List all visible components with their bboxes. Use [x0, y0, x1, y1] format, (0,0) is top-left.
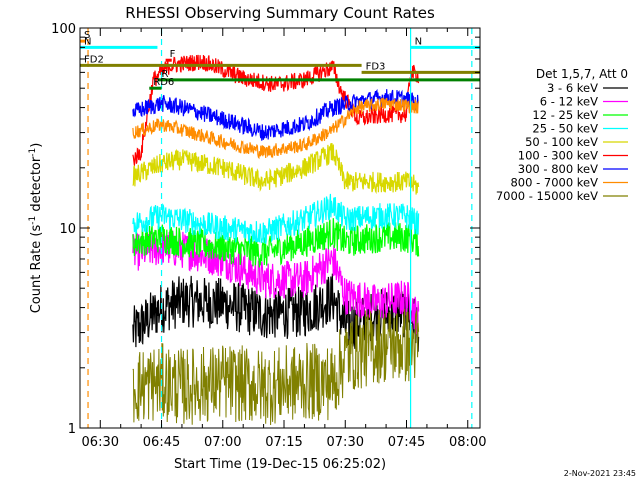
- legend-label: 50 - 100 keV: [525, 135, 598, 149]
- footer-date: 2-Nov-2021 23:45: [564, 469, 636, 478]
- flag-label-7: RD6: [153, 77, 174, 88]
- legend-label: 12 - 25 keV: [532, 108, 598, 122]
- x-tick-label: 07:45: [388, 435, 425, 450]
- flag-label-2: N: [415, 36, 422, 47]
- series-line-7: [132, 97, 420, 160]
- axes-layer: 1 10 100 06:30 06:45 07:00 07:15 07:30 07:45 08:0…: [51, 22, 486, 450]
- x-tick-label: 08:00: [449, 435, 486, 450]
- y-axis-label-part: detector: [29, 156, 44, 216]
- y-axis-label-part: ): [29, 143, 44, 148]
- legend-label: 100 - 300 keV: [518, 149, 598, 163]
- legend-title: Det 1,5,7, Att 0: [536, 67, 628, 81]
- flag-label-4: FD2: [84, 54, 104, 65]
- legend-label: 7000 - 15000 keV: [496, 189, 598, 203]
- legend-label: 6 - 12 keV: [540, 95, 598, 109]
- series-line-2: [132, 218, 420, 268]
- series-layer: [132, 54, 420, 426]
- y-axis-label-superscript: -1: [28, 148, 38, 157]
- legend-label: 3 - 6 keV: [547, 81, 598, 95]
- series-line-8: [132, 308, 420, 426]
- series-line-3: [132, 193, 420, 244]
- legend-label: 25 - 50 keV: [532, 122, 598, 136]
- y-tick-label: 10: [59, 222, 76, 237]
- y-axis-label: Count Rate (s-1 detector-1): [28, 143, 44, 314]
- flag-label-0: S: [84, 30, 90, 41]
- legend-label: 300 - 800 keV: [518, 162, 598, 176]
- x-tick-label: 07:00: [204, 435, 241, 450]
- y-axis-label-part: Count Rate (s: [29, 225, 44, 314]
- flag-label-1: N: [84, 36, 91, 47]
- y-tick-label: 1: [68, 422, 76, 437]
- x-tick-label: 06:45: [143, 435, 180, 450]
- x-axis-label: Start Time (19-Dec-15 06:25:02): [174, 457, 386, 472]
- y-axis-label-superscript: -1: [28, 216, 38, 225]
- flag-label-6: R: [161, 69, 168, 80]
- series-line-6: [132, 88, 419, 141]
- x-tick-label: 07:15: [265, 435, 302, 450]
- legend-label: 800 - 7000 keV: [510, 176, 598, 190]
- y-tick-label: 100: [51, 22, 76, 37]
- flag-label-5: FD3: [366, 61, 386, 72]
- series-line-4: [132, 142, 420, 195]
- x-tick-label: 06:30: [82, 435, 119, 450]
- x-tick-label: 07:30: [327, 435, 364, 450]
- flag-label-3: F: [170, 49, 176, 60]
- chart-title: RHESSI Observing Summary Count Rates: [125, 4, 435, 22]
